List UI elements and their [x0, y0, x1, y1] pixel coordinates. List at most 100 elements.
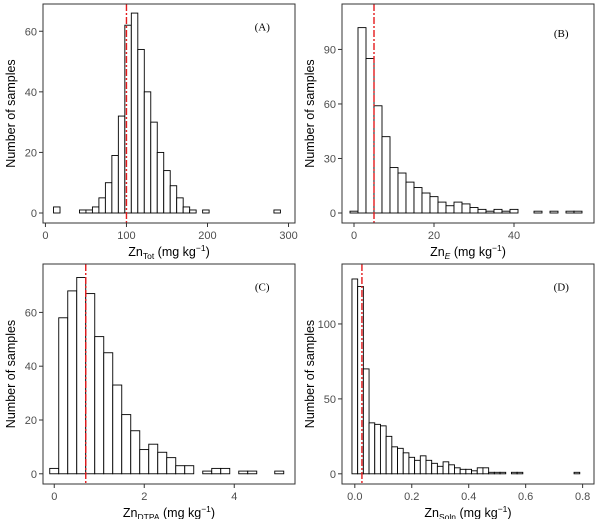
histogram-bar	[510, 471, 518, 475]
x-tick-label: 20	[428, 230, 440, 242]
x-axis-title: ZnDTPA (mg kg−1)	[123, 504, 215, 519]
histogram-bar	[565, 210, 575, 214]
histogram-bar	[573, 471, 581, 475]
x-tick-label: 0.6	[518, 491, 533, 503]
histogram-bar	[362, 368, 370, 475]
panel-frame	[42, 263, 296, 485]
y-tick-label: 40	[25, 87, 37, 99]
histogram-bar	[150, 121, 158, 214]
histogram-bar	[413, 187, 423, 214]
histogram-bar	[509, 208, 519, 214]
histogram-bar	[273, 209, 281, 214]
histogram-bar	[421, 192, 431, 214]
histogram-bar	[453, 201, 463, 214]
x-tick-label: 0	[51, 491, 57, 503]
histogram-bar	[448, 464, 455, 475]
y-axis-title: Number of samples	[303, 59, 317, 167]
histogram-bar	[429, 196, 439, 214]
histogram-bar	[238, 470, 249, 475]
histogram-bar	[211, 467, 222, 475]
histogram-bar	[79, 209, 87, 214]
x-tick-label: 0	[42, 230, 48, 242]
histogram-bar	[459, 468, 467, 475]
histogram-bar	[130, 12, 139, 214]
histogram-bar	[103, 352, 114, 475]
histogram-bar	[381, 136, 391, 214]
histogram-bar	[274, 470, 285, 475]
panel-label: (D)	[554, 281, 570, 293]
histogram-bar	[247, 470, 258, 475]
panel-frame	[42, 3, 296, 224]
histogram-bar	[357, 286, 364, 475]
histogram-bar	[373, 105, 383, 214]
histogram-bar	[189, 209, 197, 214]
histogram-bar	[166, 457, 177, 475]
y-tick-label: 60	[324, 99, 336, 111]
histogram-bar	[493, 471, 501, 475]
histogram-bar	[374, 423, 381, 475]
histogram-bar	[461, 203, 471, 214]
y-tick-label: 50	[324, 394, 336, 406]
y-tick-label: 30	[324, 153, 336, 165]
histogram-bar	[117, 115, 126, 214]
x-tick-label: 2	[141, 491, 147, 503]
histogram-bar	[76, 276, 87, 475]
y-tick-label: 60	[25, 26, 37, 38]
histogram-bar	[471, 470, 478, 475]
y-tick-label: 40	[25, 361, 37, 373]
histogram-bar	[549, 210, 559, 214]
histogram-bar	[414, 459, 421, 475]
histogram-bar	[85, 209, 93, 214]
histogram-bar	[53, 206, 61, 214]
histogram-bar	[67, 290, 78, 475]
y-tick-label: 0	[31, 208, 37, 220]
histogram-bar	[501, 210, 511, 214]
histogram-bar	[91, 206, 100, 214]
panel-label: (A)	[255, 21, 271, 33]
histogram-bar	[357, 27, 367, 214]
histogram-bar	[163, 170, 171, 214]
x-axis-title: ZnTot (mg kg−1)	[128, 243, 210, 261]
panel-frame	[341, 3, 595, 224]
histogram-bar	[169, 185, 178, 214]
histogram-bar	[397, 172, 407, 214]
histogram-bar	[379, 425, 387, 475]
histogram-bar	[94, 336, 105, 475]
histogram-bar	[184, 465, 195, 475]
histogram-bar	[49, 467, 60, 475]
histogram-bar	[533, 210, 543, 214]
y-tick-label: 0	[31, 469, 37, 481]
histogram-bar	[425, 459, 433, 475]
histogram-bar	[385, 435, 393, 475]
histogram-bar	[402, 452, 410, 475]
y-axis-title: Number of samples	[4, 320, 18, 428]
histogram-bar	[437, 201, 447, 214]
histogram-bar	[121, 414, 132, 475]
histogram-bar	[98, 197, 106, 214]
histogram-bar	[431, 462, 438, 475]
x-tick-label: 4	[231, 491, 237, 503]
histogram-bar	[454, 467, 461, 475]
histogram-bar	[389, 167, 399, 214]
x-tick-label: 0.0	[347, 491, 362, 503]
histogram-bar	[488, 471, 495, 475]
histogram-bar	[148, 443, 159, 475]
panel-frame	[341, 263, 595, 485]
histogram-bar	[365, 58, 375, 214]
histogram-bar	[139, 449, 150, 475]
histogram-bar	[408, 456, 416, 475]
y-tick-label: 20	[25, 415, 37, 427]
histogram-bar	[104, 182, 113, 214]
histogram-bar	[436, 465, 444, 475]
histogram-bar	[111, 155, 119, 214]
histogram-bar	[397, 447, 404, 475]
y-axis-title: Number of samples	[4, 59, 18, 167]
histogram-bar	[482, 467, 490, 475]
histogram-bar	[516, 471, 524, 475]
histogram-bar	[442, 461, 450, 475]
histogram-bar	[130, 430, 141, 475]
y-tick-label: 60	[25, 307, 37, 319]
histogram-bar	[157, 451, 168, 475]
histogram-bar	[156, 151, 165, 214]
